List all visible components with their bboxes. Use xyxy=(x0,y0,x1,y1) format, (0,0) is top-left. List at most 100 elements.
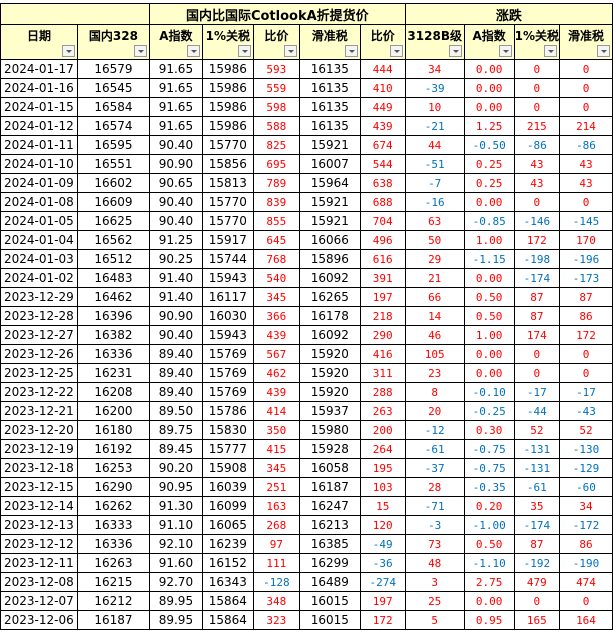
table-cell[interactable]: 200 xyxy=(359,420,406,440)
table-cell[interactable]: 855 xyxy=(252,211,300,231)
table-cell[interactable]: 8 xyxy=(404,382,465,402)
table-cell[interactable]: 90.90 xyxy=(148,306,203,326)
table-cell[interactable]: -12 xyxy=(404,420,465,440)
table-cell[interactable]: 16263 xyxy=(76,553,150,573)
table-cell[interactable]: 20 xyxy=(404,401,465,421)
table-cell[interactable]: 16187 xyxy=(298,477,361,497)
table-cell[interactable]: 15986 xyxy=(201,116,254,136)
table-cell[interactable]: 496 xyxy=(359,230,406,250)
table-cell[interactable]: 172 xyxy=(513,230,561,250)
table-cell[interactable]: 0 xyxy=(559,192,613,212)
table-cell[interactable]: 2023-12-15 xyxy=(0,477,78,497)
table-cell[interactable]: 16551 xyxy=(76,154,150,174)
table-cell[interactable]: 2024-01-08 xyxy=(0,192,78,212)
table-cell[interactable]: 2.75 xyxy=(463,572,515,592)
table-cell[interactable]: 2023-12-29 xyxy=(0,287,78,307)
filter-dropdown-icon[interactable] xyxy=(133,45,147,57)
table-cell[interactable]: -196 xyxy=(559,249,613,269)
table-cell[interactable]: 91.30 xyxy=(148,496,203,516)
table-cell[interactable]: 87 xyxy=(513,306,561,326)
filter-dropdown-icon[interactable] xyxy=(597,45,610,57)
table-cell[interactable]: -0.75 xyxy=(463,458,515,478)
table-cell[interactable]: -130 xyxy=(559,439,613,459)
table-cell[interactable]: 195 xyxy=(359,458,406,478)
table-cell[interactable]: -21 xyxy=(404,116,465,136)
table-cell[interactable]: 2023-12-06 xyxy=(0,610,78,630)
table-cell[interactable]: -0.25 xyxy=(463,401,515,421)
table-cell[interactable]: 52 xyxy=(513,420,561,440)
table-cell[interactable]: 16178 xyxy=(298,306,361,326)
table-cell[interactable]: 2023-12-08 xyxy=(0,572,78,592)
table-cell[interactable]: 25 xyxy=(404,591,465,611)
table-cell[interactable]: 290 xyxy=(359,325,406,345)
table-cell[interactable]: 0.00 xyxy=(463,268,515,288)
table-cell[interactable]: 16092 xyxy=(298,268,361,288)
table-cell[interactable]: 449 xyxy=(359,97,406,117)
table-cell[interactable]: 174 xyxy=(513,325,561,345)
filter-dropdown-icon[interactable] xyxy=(283,45,297,57)
table-cell[interactable]: 29 xyxy=(404,249,465,269)
table-cell[interactable]: 21 xyxy=(404,268,465,288)
table-cell[interactable]: 15920 xyxy=(298,382,361,402)
table-cell[interactable]: 540 xyxy=(252,268,300,288)
table-cell[interactable]: 90.40 xyxy=(148,192,203,212)
table-cell[interactable]: 89.95 xyxy=(148,591,203,611)
table-cell[interactable]: 439 xyxy=(359,116,406,136)
table-cell[interactable]: 52 xyxy=(559,420,613,440)
table-cell[interactable]: 218 xyxy=(359,306,406,326)
table-cell[interactable]: 16385 xyxy=(298,534,361,554)
table-cell[interactable]: 415 xyxy=(252,439,300,459)
table-cell[interactable]: 87 xyxy=(559,287,613,307)
table-cell[interactable]: 120 xyxy=(359,515,406,535)
table-cell[interactable]: 15769 xyxy=(201,363,254,383)
table-cell[interactable]: 0.00 xyxy=(463,591,515,611)
table-cell[interactable]: 345 xyxy=(252,458,300,478)
table-cell[interactable]: -1.15 xyxy=(463,249,515,269)
table-cell[interactable]: 46 xyxy=(404,325,465,345)
table-cell[interactable]: 16462 xyxy=(76,287,150,307)
table-cell[interactable]: 16253 xyxy=(76,458,150,478)
table-cell[interactable]: 16512 xyxy=(76,249,150,269)
table-cell[interactable]: 16200 xyxy=(76,401,150,421)
table-cell[interactable]: -146 xyxy=(513,211,561,231)
table-cell[interactable]: 559 xyxy=(252,78,300,98)
table-cell[interactable]: 0.95 xyxy=(463,610,515,630)
table-cell[interactable]: 16135 xyxy=(298,116,361,136)
table-cell[interactable]: 90.90 xyxy=(148,154,203,174)
table-cell[interactable]: 567 xyxy=(252,344,300,364)
table-cell[interactable]: 15 xyxy=(359,496,406,516)
table-cell[interactable]: 839 xyxy=(252,192,300,212)
table-cell[interactable]: -145 xyxy=(559,211,613,231)
table-cell[interactable]: -17 xyxy=(513,382,561,402)
table-cell[interactable]: 73 xyxy=(404,534,465,554)
filter-dropdown-icon[interactable] xyxy=(544,45,558,57)
table-cell[interactable]: 16336 xyxy=(76,534,150,554)
table-cell[interactable]: 350 xyxy=(252,420,300,440)
table-cell[interactable]: 2024-01-17 xyxy=(0,59,78,79)
table-cell[interactable]: 0.00 xyxy=(463,363,515,383)
table-cell[interactable]: 695 xyxy=(252,154,300,174)
table-cell[interactable]: 348 xyxy=(252,591,300,611)
table-cell[interactable]: 164 xyxy=(559,610,613,630)
table-cell[interactable]: 91.60 xyxy=(148,553,203,573)
table-cell[interactable]: 2023-12-27 xyxy=(0,325,78,345)
table-cell[interactable]: -36 xyxy=(359,553,406,573)
table-cell[interactable]: 2024-01-16 xyxy=(0,78,78,98)
table-cell[interactable]: 172 xyxy=(359,610,406,630)
table-cell[interactable]: 15830 xyxy=(201,420,254,440)
table-cell[interactable]: 15917 xyxy=(201,230,254,250)
table-cell[interactable]: 16117 xyxy=(201,287,254,307)
table-cell[interactable]: 598 xyxy=(252,97,300,117)
table-cell[interactable]: 15986 xyxy=(201,59,254,79)
table-cell[interactable]: 0 xyxy=(513,192,561,212)
table-cell[interactable]: 16574 xyxy=(76,116,150,136)
table-cell[interactable]: -129 xyxy=(559,458,613,478)
table-cell[interactable]: 170 xyxy=(559,230,613,250)
table-cell[interactable]: 0 xyxy=(513,344,561,364)
table-cell[interactable]: 323 xyxy=(252,610,300,630)
table-cell[interactable]: -0.85 xyxy=(463,211,515,231)
table-cell[interactable]: 2024-01-11 xyxy=(0,135,78,155)
table-cell[interactable]: 91.65 xyxy=(148,59,203,79)
table-cell[interactable]: 2023-12-18 xyxy=(0,458,78,478)
table-cell[interactable]: 2023-12-19 xyxy=(0,439,78,459)
